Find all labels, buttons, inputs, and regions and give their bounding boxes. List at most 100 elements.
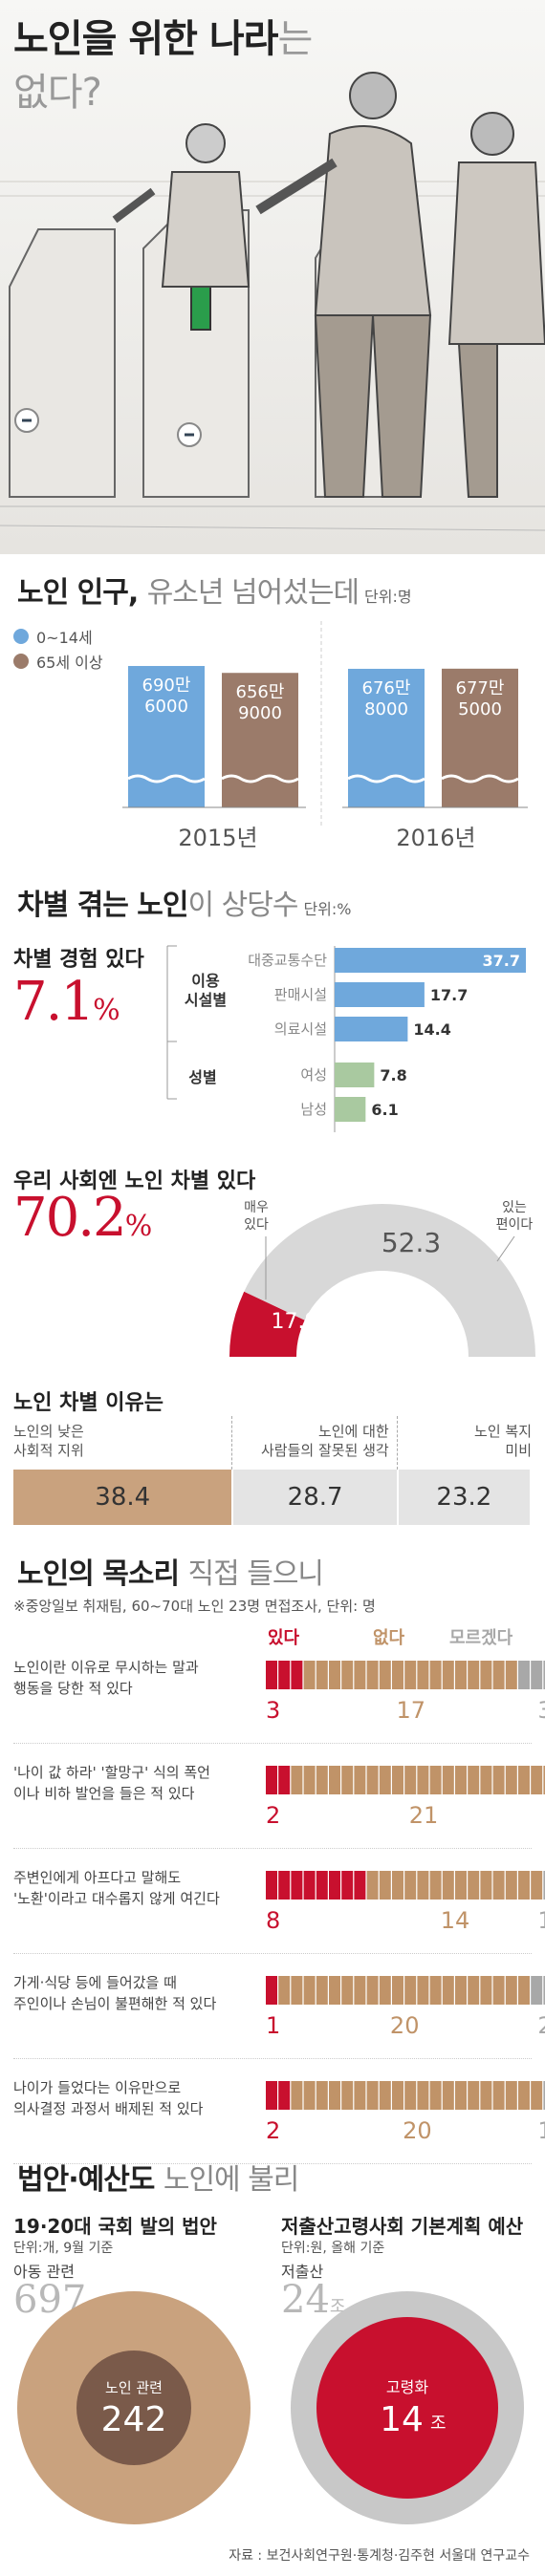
- facility-label: 판매시설: [274, 986, 327, 1003]
- voice-cell: [455, 1871, 467, 1900]
- source-credit: 자료 : 보건사회연구원·통계청·김주현 서울대 연구교수: [229, 2548, 530, 2564]
- voice-cell: [291, 1976, 303, 2005]
- hero-subtitle: 없다?: [13, 71, 102, 115]
- population-title: 노인 인구, 유소년 넘어섰는데 단위:명: [17, 576, 412, 610]
- voice-cell: [341, 1661, 354, 1689]
- voice-count-yes: 3: [266, 1697, 280, 1724]
- population-bar-label: 6000: [144, 697, 188, 717]
- voice-row-divider: [13, 1848, 532, 1849]
- voice-cell: [442, 2081, 454, 2110]
- voice-count-yes: 1: [266, 2012, 280, 2039]
- legend-children-swatch: [13, 629, 29, 644]
- voice-cell: [518, 1976, 530, 2005]
- gauge-right-label-line2: 편이다: [496, 1217, 534, 1233]
- voice-cell: [417, 1661, 429, 1689]
- population-bar-label: 8000: [364, 699, 408, 719]
- voice-cell: [266, 1976, 277, 2005]
- year-label-2015: 2015년: [178, 825, 257, 851]
- bills-unit: 단위:개, 9월 기준: [13, 2241, 114, 2256]
- voice-count-yes: 8: [266, 1907, 280, 1934]
- voice-cell: [316, 2081, 328, 2110]
- facility-bar-chart: 이용 시설별 성별 대중교통수단 37.7 판매시설 17.7 의료시설 14.4 여성 7.…: [166, 945, 526, 1132]
- voice-cell: [455, 2081, 467, 2110]
- gender-group-label: 성별: [188, 1068, 216, 1086]
- voice-cell: [505, 2081, 517, 2110]
- voice-cell: [468, 1871, 480, 1900]
- voice-cell: [531, 1976, 543, 2005]
- voice-cell: [442, 1976, 454, 2005]
- voice-bar-2: 8 14 1: [266, 1871, 545, 1934]
- voice-count-no: 21: [409, 1802, 439, 1829]
- gauge-value-somewhat: 52.3: [382, 1227, 441, 1258]
- budget-inner-value: 14: [380, 2400, 424, 2439]
- voice-question-2: 주변인에게 아프다고 말해도 '노환'이라고 대수롭지 않게 여긴다: [13, 1869, 220, 1907]
- bills-inner-circle: [76, 2351, 191, 2465]
- facility-value: 7.8: [380, 1066, 406, 1084]
- voice-cell: [392, 1661, 403, 1689]
- bills-title: 19·20대 국회 발의 법안: [13, 2215, 217, 2238]
- voice-cell: [291, 1766, 303, 1794]
- voice-cell: [303, 1661, 316, 1689]
- voice-cell: [366, 1871, 379, 1900]
- voice-cell: [379, 1871, 391, 1900]
- hero-title: 노인을 위한 나라는: [13, 17, 313, 61]
- bar-break-2016년-1: [441, 774, 519, 784]
- policy-title: 법안·예산도 노인에 불리: [17, 2163, 299, 2197]
- voice-cell: [316, 1661, 328, 1689]
- hero-illustration: 노인을 위한 나라는 없다?: [0, 0, 545, 554]
- voice-cell: [366, 1661, 379, 1689]
- budget-circle: 고령화 14 조: [291, 2291, 524, 2524]
- voice-cell: [518, 1871, 530, 1900]
- subway-gate-illustration: [0, 0, 545, 554]
- gauge-segment-very: [229, 1291, 305, 1357]
- voice-cell: [404, 1976, 417, 2005]
- voice-cell: [505, 1976, 517, 2005]
- voice-cell: [429, 1976, 442, 2005]
- voice-cell: [518, 1766, 530, 1794]
- facility-group-label-line2: 시설별: [185, 991, 227, 1009]
- facility-bar: [335, 1097, 366, 1122]
- reason-divider: [231, 1416, 233, 1470]
- voice-cell: [480, 1976, 492, 2005]
- budget-inner-suffix: 조: [430, 2414, 447, 2434]
- voice-cell: [455, 1976, 467, 2005]
- voice-cell: [468, 1661, 480, 1689]
- voice-cell: [316, 1976, 328, 2005]
- reason-label-1: 노인에 대한 사람들의 잘못된 생각: [260, 1423, 389, 1459]
- gauge-value-very: 17.9: [272, 1310, 318, 1334]
- facility-value: 6.1: [371, 1101, 398, 1119]
- voice-cell: [379, 1661, 391, 1689]
- bills-outer-label: 아동 관련: [13, 2263, 75, 2281]
- facility-bar: [335, 982, 425, 1007]
- facility-value: 14.4: [413, 1020, 450, 1039]
- voice-cell: [329, 2081, 340, 2110]
- voice-cell: [354, 2081, 366, 2110]
- facility-bar: [335, 948, 526, 973]
- voice-cell: [329, 1871, 340, 1900]
- voice-cell: [543, 2081, 545, 2110]
- gauge-left-label: 매우: [244, 1200, 269, 1215]
- voice-cell: [417, 1976, 429, 2005]
- budget-inner-circle: [316, 2317, 498, 2499]
- voice-cell: [492, 1976, 505, 2005]
- voice-cell: [492, 2081, 505, 2110]
- voice-cell: [354, 1871, 366, 1900]
- voice-cell: [417, 1871, 429, 1900]
- voice-cell: [492, 1871, 505, 1900]
- voice-cell: [379, 2081, 391, 2110]
- voice-count-yes: 2: [266, 2117, 280, 2144]
- reason-bar-1: 28.7: [233, 1470, 397, 1525]
- voice-cell: [278, 1661, 291, 1689]
- voice-cell: [543, 1976, 545, 2005]
- voices-head-unknown: 모르겠다: [449, 1628, 513, 1648]
- voice-cell: [354, 1766, 366, 1794]
- budget-unit: 단위:원, 올해 기준: [281, 2241, 385, 2256]
- voice-cell: [354, 1976, 366, 2005]
- voice-cell: [429, 1766, 442, 1794]
- voice-count-unknown: 3: [537, 1697, 545, 1724]
- population-bar-label: 5000: [458, 699, 502, 719]
- gauge-leader-right: [496, 1235, 515, 1262]
- voice-bar-0: 3 17 3: [266, 1661, 545, 1724]
- voices-head-yes: 있다: [268, 1628, 300, 1648]
- voice-cell: [455, 1766, 467, 1794]
